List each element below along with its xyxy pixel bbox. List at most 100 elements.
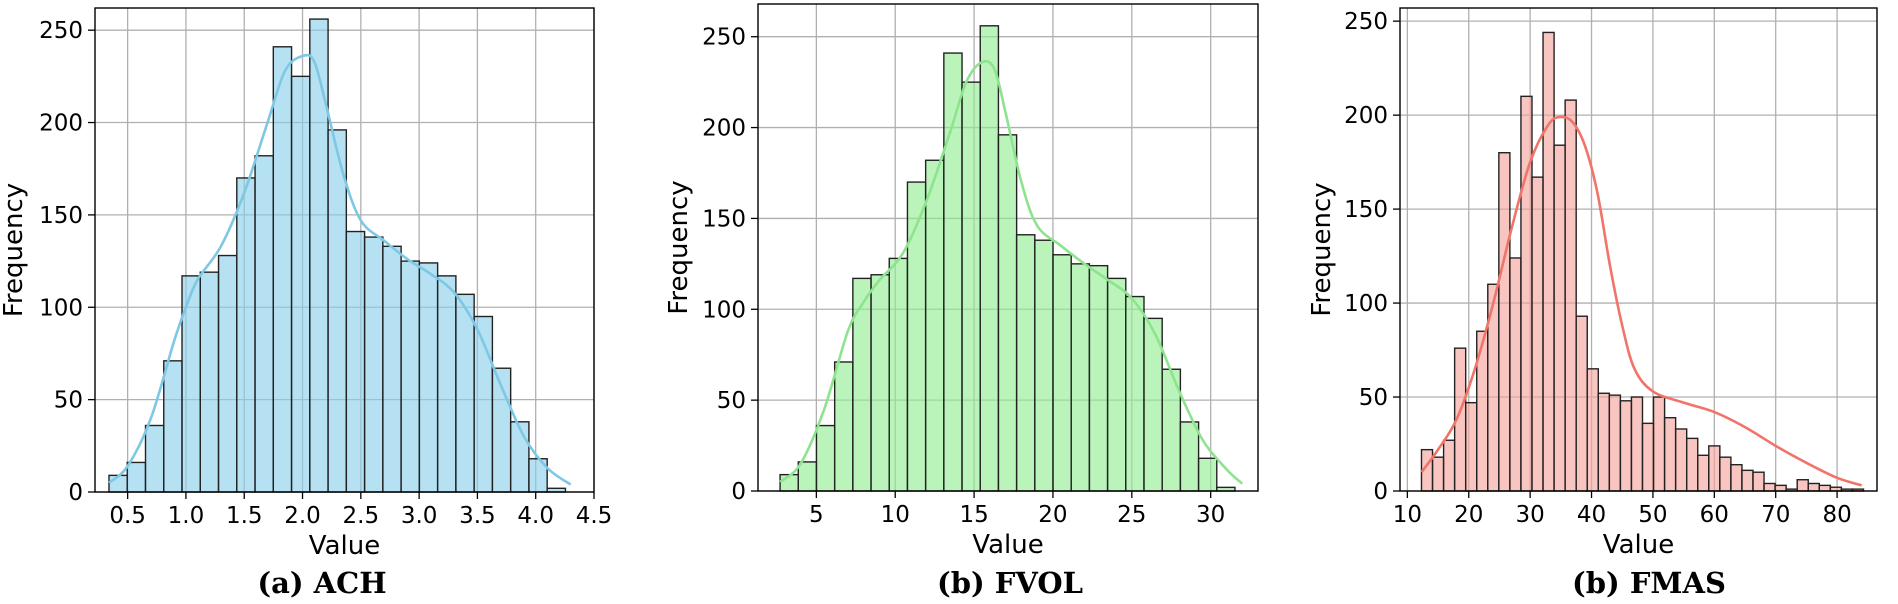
histogram-bar (1564, 99, 1577, 492)
x-tick-label: 3.0 (401, 503, 438, 529)
histogram-bar (126, 461, 147, 493)
histogram-bar (1597, 392, 1611, 492)
y-axis-label: Frequency (0, 183, 29, 317)
axes-frame (94, 7, 595, 493)
y-tick-label: 200 (1344, 103, 1388, 129)
histogram-bar (943, 52, 963, 492)
histogram-bar (1442, 439, 1456, 492)
x-tick-label: 1.5 (226, 503, 263, 529)
x-tick-label: 2.5 (343, 503, 380, 529)
y-tick-label: 200 (39, 111, 83, 137)
histogram-bar (400, 260, 421, 493)
histogram-bar (254, 155, 275, 493)
caption-fmas: (b) FMAS (1572, 566, 1726, 600)
histogram-bar (1509, 257, 1522, 492)
x-tick-label: 50 (1638, 502, 1667, 528)
histogram-bar (1630, 396, 1644, 492)
histogram-bar (455, 293, 475, 493)
histogram-bar (1741, 469, 1754, 492)
histogram-bar (363, 236, 384, 493)
histogram-panel-ach: 0.5 1.0 1.5 2.0 2.5 3.0 3.5 4.0 4.5 0 50 100 150 200 2… (0, 7, 613, 561)
histogram-panel-fvol: 5 10 15 20 25 30 0 50 100 150 200 250 Value Frequency (664, 3, 1259, 560)
histogram-bar (1070, 263, 1091, 492)
x-axis-label: Value (309, 531, 380, 561)
histogram-bar (997, 134, 1018, 492)
histogram-bar (1542, 31, 1555, 492)
histogram-bar (290, 75, 311, 493)
y-tick-label: 0 (731, 479, 746, 505)
x-tick-label: 4.5 (576, 503, 613, 529)
kde-curve (779, 59, 1244, 485)
histogram-bar (1641, 422, 1655, 492)
histogram-bar (144, 424, 165, 493)
histogram-bar (436, 275, 457, 493)
y-tick-label: 0 (68, 480, 83, 506)
histogram-bar (1663, 417, 1677, 492)
histogram-bar (979, 25, 1000, 492)
histogram-bar (327, 129, 348, 493)
x-tick-label: 60 (1700, 502, 1729, 528)
histogram-bar (272, 46, 293, 493)
histogram-bar (1752, 471, 1765, 492)
y-tick-label: 250 (39, 18, 83, 44)
x-tick-label: 15 (959, 502, 988, 528)
y-tick-label: 50 (54, 388, 83, 414)
y-tick-label: 200 (702, 116, 746, 142)
x-tick-label: 20 (1454, 502, 1483, 528)
x-tick-label: 0.5 (109, 503, 146, 529)
x-tick-label: 30 (1196, 502, 1225, 528)
histogram-bar (1796, 479, 1809, 492)
histogram-bar (852, 277, 872, 492)
x-axis-label: Value (1603, 530, 1674, 560)
kde-curve (108, 53, 572, 486)
histogram-bar (870, 274, 890, 492)
y-tick-label: 100 (1344, 291, 1388, 317)
histogram-bar (1575, 315, 1588, 492)
kde-curve (1420, 115, 1863, 487)
histogram-bar (1719, 456, 1732, 492)
histogram-bar (924, 159, 945, 492)
histogram-bar (1531, 176, 1544, 492)
histogram-bar (1818, 484, 1832, 492)
histogram-bar (1708, 445, 1721, 492)
histogram-bar (1088, 264, 1109, 492)
histogram-bar (1106, 277, 1127, 492)
histogram-bar (1015, 234, 1036, 492)
histogram-bar (1520, 95, 1533, 492)
x-tick-label: 5 (809, 502, 824, 528)
histogram-bar (1608, 394, 1622, 492)
histogram-bar (1464, 401, 1478, 492)
y-axis-label: Frequency (1307, 182, 1337, 316)
x-tick-label: 1.0 (168, 503, 205, 529)
histogram-bar (1125, 295, 1145, 492)
histogram-bar (1652, 396, 1666, 492)
histogram-bar (961, 81, 981, 492)
x-tick-label: 30 (1516, 502, 1545, 528)
x-tick-label: 40 (1577, 502, 1606, 528)
y-tick-label: 50 (717, 388, 746, 414)
histogram-bar (309, 18, 329, 493)
x-tick-label: 3.5 (459, 503, 496, 529)
histogram-bar (345, 230, 366, 493)
y-tick-label: 150 (1344, 197, 1388, 223)
x-tick-label: 2.0 (284, 503, 321, 529)
y-tick-label: 0 (1373, 479, 1388, 505)
histogram-bar (1431, 456, 1445, 492)
y-tick-label: 150 (39, 203, 83, 229)
histogram-bar (1586, 368, 1599, 492)
axes-frame (1399, 7, 1878, 492)
histogram-bar (1774, 484, 1787, 492)
histogram-bar (1697, 454, 1710, 492)
histogram-bar (382, 245, 402, 493)
histogram-bar (1619, 400, 1633, 492)
y-tick-label: 100 (39, 295, 83, 321)
histogram-bar (236, 177, 256, 493)
x-tick-label: 10 (881, 502, 910, 528)
x-tick-label: 20 (1038, 502, 1067, 528)
x-tick-label: 80 (1822, 502, 1851, 528)
histogram-bar (199, 271, 220, 493)
x-tick-label: 70 (1761, 502, 1790, 528)
histogram-bar (418, 262, 439, 493)
caption-fvol: (b) FVOL (937, 566, 1083, 600)
